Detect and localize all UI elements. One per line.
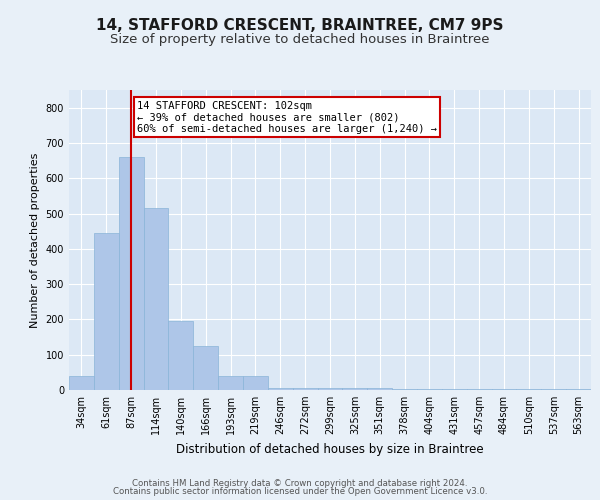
Bar	[94, 233, 119, 390]
Bar	[367, 388, 392, 390]
X-axis label: Distribution of detached houses by size in Braintree: Distribution of detached houses by size …	[176, 442, 484, 456]
Bar	[193, 346, 218, 390]
Bar	[243, 376, 268, 390]
Bar	[268, 388, 293, 390]
Text: 14 STAFFORD CRESCENT: 102sqm
← 39% of detached houses are smaller (802)
60% of s: 14 STAFFORD CRESCENT: 102sqm ← 39% of de…	[137, 100, 437, 134]
Bar	[169, 321, 193, 390]
Bar	[119, 157, 143, 390]
Bar	[143, 208, 169, 390]
Text: 14, STAFFORD CRESCENT, BRAINTREE, CM7 9PS: 14, STAFFORD CRESCENT, BRAINTREE, CM7 9P…	[96, 18, 504, 32]
Bar	[69, 376, 94, 390]
Bar	[218, 376, 243, 390]
Text: Contains public sector information licensed under the Open Government Licence v3: Contains public sector information licen…	[113, 487, 487, 496]
Bar	[317, 388, 343, 390]
Y-axis label: Number of detached properties: Number of detached properties	[30, 152, 40, 328]
Bar	[343, 388, 367, 390]
Text: Contains HM Land Registry data © Crown copyright and database right 2024.: Contains HM Land Registry data © Crown c…	[132, 478, 468, 488]
Text: Size of property relative to detached houses in Braintree: Size of property relative to detached ho…	[110, 32, 490, 46]
Bar	[293, 388, 317, 390]
